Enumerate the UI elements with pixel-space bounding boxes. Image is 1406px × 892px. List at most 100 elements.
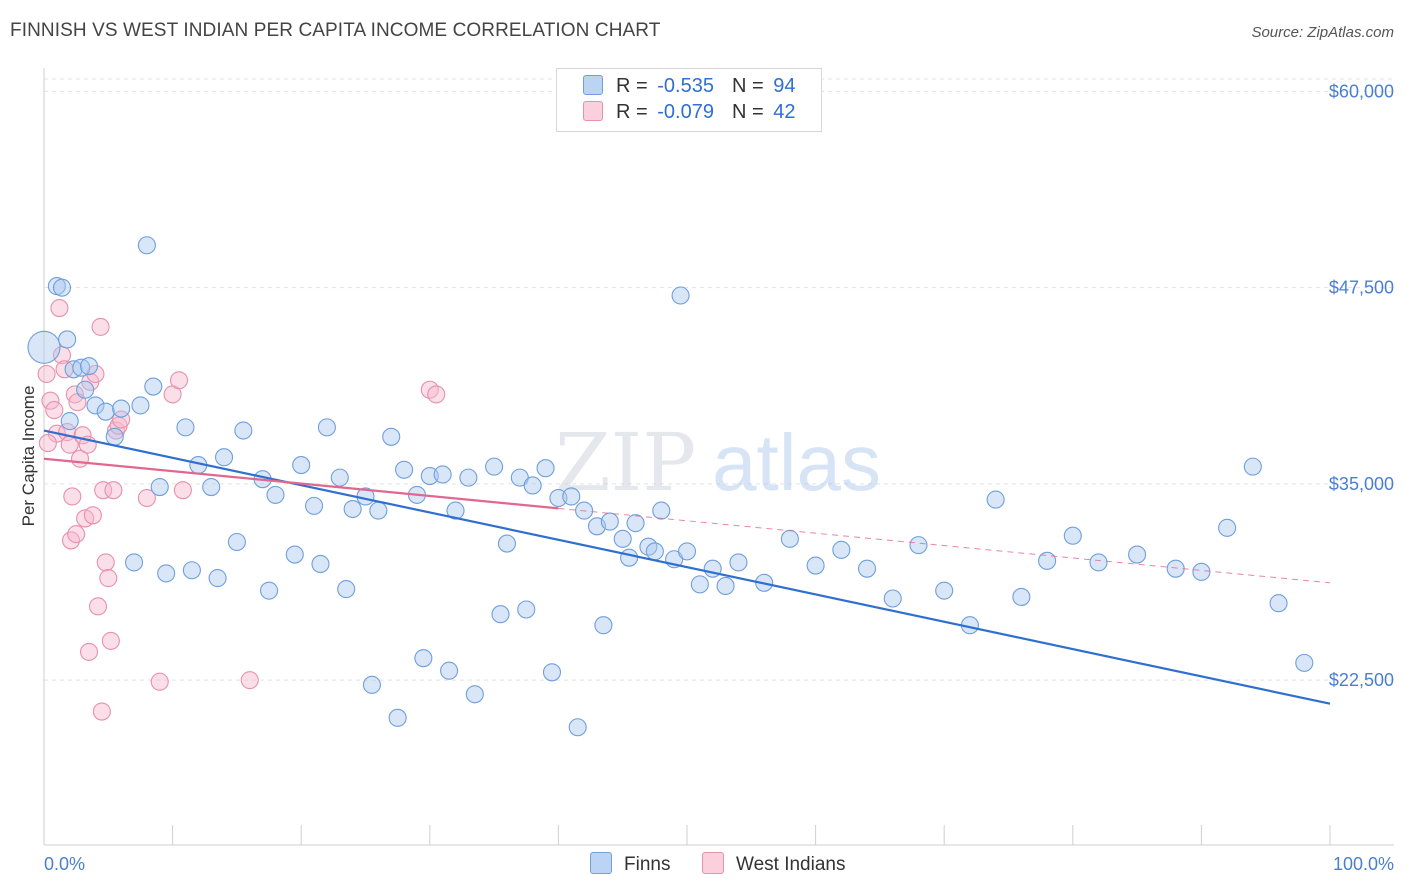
finns-point — [806, 556, 825, 575]
x-tick-label-min: 0.0% — [44, 854, 85, 874]
watermark-atlas: atlas — [712, 418, 881, 507]
finns-point — [388, 708, 407, 727]
west-indians-swatch — [583, 101, 603, 121]
west-indians-point — [104, 481, 123, 500]
finns-point — [305, 496, 324, 515]
bottom-legend-west-indians: West Indians — [702, 852, 845, 876]
finns-point — [594, 616, 613, 635]
finns-point — [112, 399, 131, 418]
west-indians-point — [99, 569, 118, 588]
finns-point — [536, 459, 555, 478]
legend-r-value: -0.079 — [657, 101, 714, 123]
finns-point — [292, 456, 311, 475]
finns-point — [137, 236, 156, 255]
finns-point — [72, 358, 91, 377]
finns-point — [935, 581, 954, 600]
y-tick-label: $60,000 — [1329, 81, 1394, 101]
finns-point — [729, 553, 748, 572]
west-indians-point — [106, 421, 126, 440]
west-indians-label: West Indians — [736, 854, 846, 875]
finns-point — [144, 377, 163, 396]
finns-point — [266, 485, 285, 504]
finns-point — [677, 542, 697, 561]
finns-point — [600, 512, 619, 531]
finns-point — [52, 278, 72, 297]
west-indians-point — [427, 385, 446, 404]
finns-point — [58, 330, 77, 349]
legend-n-value: 42 — [773, 101, 796, 123]
y-axis-label: Per Capita Income — [19, 386, 38, 527]
finns-swatch — [583, 75, 603, 95]
finns-point — [343, 499, 362, 519]
west-indians-point — [96, 553, 115, 572]
finns-point — [311, 554, 330, 574]
finns-point — [362, 675, 381, 694]
finns-point — [382, 427, 401, 446]
finns-point — [780, 529, 799, 548]
finns-point — [214, 448, 234, 467]
west-indians-point — [137, 488, 156, 508]
finns-point — [76, 380, 95, 399]
finns-point — [523, 476, 542, 495]
west-indians-trend-line — [43, 457, 559, 510]
finns-point — [182, 561, 201, 580]
west-indians-point — [37, 364, 56, 384]
west-indians-point — [79, 642, 99, 661]
finns-point — [1038, 551, 1057, 570]
finns-point — [1295, 653, 1314, 672]
legend: R = -0.535 N = 94 R = -0.079 N = 42 — [556, 68, 822, 132]
finns-point — [27, 330, 61, 364]
chart-title: FINNISH VS WEST INDIAN PER CAPITA INCOME… — [10, 20, 661, 41]
west-indians-point — [67, 525, 86, 544]
finns-point — [369, 501, 388, 520]
legend-r-label: R = — [616, 75, 648, 97]
finns-point — [986, 490, 1005, 509]
finns-point — [105, 427, 124, 446]
y-tick-label: $47,500 — [1329, 278, 1394, 298]
finns-point — [1012, 587, 1031, 606]
west-indians-point — [45, 401, 64, 420]
finns-point — [414, 649, 433, 668]
west-indians-point — [240, 671, 259, 690]
finns-trend-line — [43, 429, 1331, 705]
finns-point — [259, 581, 279, 600]
finns-point — [542, 663, 562, 682]
finns-point — [1243, 457, 1262, 476]
series-west-indians — [37, 299, 446, 721]
y-tick-label: $35,000 — [1329, 474, 1394, 494]
finns-point — [562, 487, 581, 506]
finns-point — [227, 532, 246, 552]
finns-point — [1269, 594, 1288, 613]
bottom-legend-finns: Finns — [590, 852, 670, 876]
legend-n-label: N = — [731, 101, 764, 123]
west-indians-point — [94, 481, 113, 500]
axes — [43, 68, 1394, 846]
finns-point — [517, 600, 536, 619]
west-indians-point — [101, 631, 120, 650]
finns-point — [465, 685, 484, 704]
finns-label: Finns — [624, 854, 671, 875]
west-indians-trend-extension — [558, 507, 1331, 584]
legend-row-west-indians: R = -0.079 N = 42 — [583, 101, 795, 127]
finns-point — [1166, 559, 1185, 578]
legend-n-label: N = — [731, 75, 764, 97]
legend-n-value: 94 — [773, 75, 796, 97]
finns-point — [626, 514, 645, 533]
finns-point — [446, 501, 465, 520]
finns-point — [96, 402, 115, 421]
west-indians-point — [91, 317, 110, 336]
legend-r-label: R = — [616, 101, 648, 123]
finns-point — [909, 536, 928, 555]
x-tick-label-max: 100.0% — [1333, 854, 1394, 874]
finns-point — [832, 540, 851, 559]
finns-point — [1192, 562, 1211, 581]
finns-point — [202, 477, 221, 497]
finns-point — [131, 396, 150, 415]
legend-r-value: -0.535 — [657, 75, 714, 97]
finns-point — [1063, 526, 1082, 545]
finns-point — [568, 718, 587, 737]
finns-point — [285, 545, 304, 564]
west-indians-point — [41, 391, 60, 410]
watermark: ZIP atlas — [555, 416, 881, 509]
